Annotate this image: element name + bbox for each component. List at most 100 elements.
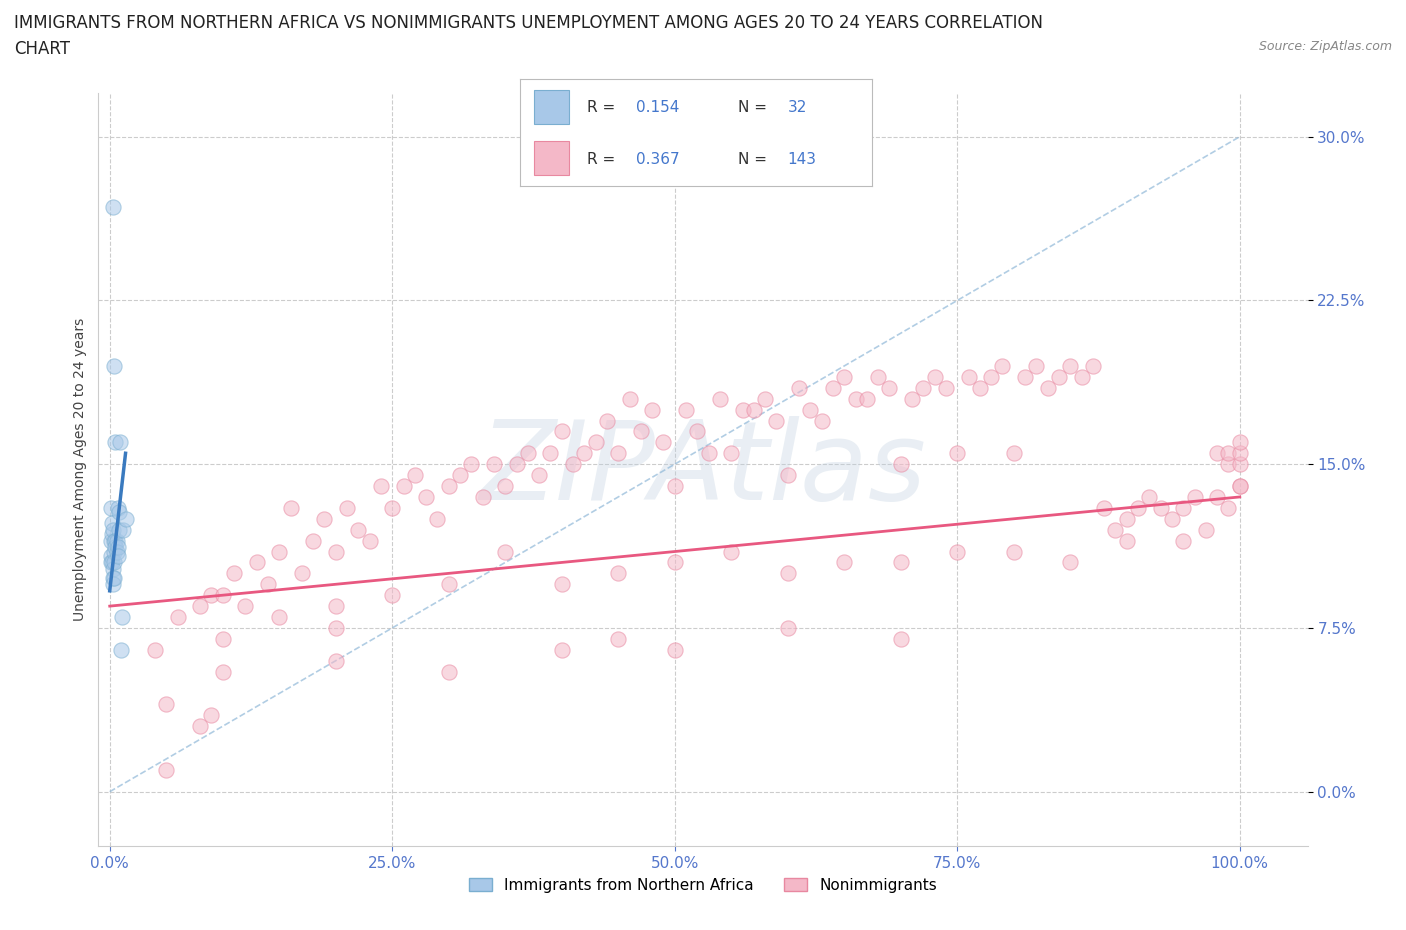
- Point: [103, 570, 125, 585]
- Point: [585, 435, 607, 450]
- Point: [1081, 358, 1104, 373]
- Point: [211, 631, 233, 646]
- Point: [325, 544, 347, 559]
- Point: [1047, 369, 1070, 384]
- Point: [641, 402, 664, 417]
- Point: [415, 489, 437, 504]
- Point: [574, 445, 596, 460]
- Text: 32: 32: [787, 100, 807, 115]
- Point: [111, 609, 134, 624]
- Point: [101, 577, 124, 591]
- Point: [731, 402, 754, 417]
- Point: [832, 369, 855, 384]
- Point: [101, 570, 124, 585]
- Point: [103, 533, 125, 548]
- Point: [1059, 555, 1081, 570]
- Point: [505, 457, 527, 472]
- Point: [652, 435, 675, 450]
- Point: [494, 544, 516, 559]
- Point: [101, 199, 124, 214]
- Point: [1104, 523, 1126, 538]
- Point: [1036, 380, 1059, 395]
- Point: [562, 457, 585, 472]
- Point: [630, 424, 652, 439]
- Point: [551, 577, 574, 591]
- Point: [619, 392, 641, 406]
- Point: [1195, 523, 1218, 538]
- Point: [370, 479, 392, 494]
- Point: [1206, 445, 1229, 460]
- Legend: Immigrants from Northern Africa, Nonimmigrants: Immigrants from Northern Africa, Nonimmi…: [463, 871, 943, 899]
- Point: [664, 555, 686, 570]
- Point: [709, 392, 731, 406]
- Point: [325, 653, 347, 668]
- Point: [551, 424, 574, 439]
- Point: [890, 631, 912, 646]
- Point: [211, 664, 233, 679]
- Point: [291, 566, 314, 581]
- Point: [969, 380, 991, 395]
- Point: [776, 468, 799, 483]
- Y-axis label: Unemployment Among Ages 20 to 24 years: Unemployment Among Ages 20 to 24 years: [73, 318, 87, 621]
- Point: [381, 588, 404, 603]
- Point: [100, 500, 122, 515]
- Point: [280, 500, 302, 515]
- Point: [188, 599, 211, 614]
- Point: [112, 523, 135, 538]
- Point: [460, 457, 482, 472]
- Point: [233, 599, 256, 614]
- Point: [1218, 457, 1240, 472]
- Point: [101, 523, 124, 538]
- Point: [143, 643, 166, 658]
- Point: [1059, 358, 1081, 373]
- Point: [101, 562, 124, 577]
- Point: [664, 479, 686, 494]
- Point: [302, 533, 325, 548]
- Text: IMMIGRANTS FROM NORTHERN AFRICA VS NONIMMIGRANTS UNEMPLOYMENT AMONG AGES 20 TO 2: IMMIGRANTS FROM NORTHERN AFRICA VS NONIM…: [14, 14, 1043, 32]
- Point: [856, 392, 879, 406]
- Point: [810, 413, 832, 428]
- Point: [1173, 500, 1195, 515]
- Point: [957, 369, 980, 384]
- Bar: [534, 141, 569, 175]
- Point: [1014, 369, 1036, 384]
- Text: ZIPAtlas: ZIPAtlas: [479, 416, 927, 524]
- Point: [912, 380, 935, 395]
- Point: [991, 358, 1014, 373]
- Point: [155, 697, 177, 711]
- Point: [449, 468, 471, 483]
- Point: [471, 489, 494, 504]
- Point: [1150, 500, 1173, 515]
- Point: [114, 512, 136, 526]
- Point: [336, 500, 359, 515]
- Point: [200, 708, 222, 723]
- Point: [832, 555, 855, 570]
- Bar: [534, 89, 569, 124]
- Point: [257, 577, 280, 591]
- Point: [381, 500, 404, 515]
- Point: [1002, 544, 1025, 559]
- Point: [607, 566, 630, 581]
- Point: [901, 392, 924, 406]
- Point: [494, 479, 516, 494]
- Point: [1229, 479, 1251, 494]
- Point: [946, 445, 969, 460]
- Point: [103, 544, 125, 559]
- Point: [596, 413, 619, 428]
- Point: [100, 555, 122, 570]
- Point: [404, 468, 426, 483]
- Point: [946, 544, 969, 559]
- Point: [104, 539, 127, 554]
- Point: [890, 555, 912, 570]
- Point: [799, 402, 821, 417]
- Point: [879, 380, 901, 395]
- Point: [527, 468, 550, 483]
- Point: [720, 544, 742, 559]
- Point: [607, 631, 630, 646]
- Point: [100, 533, 122, 548]
- Point: [1025, 358, 1047, 373]
- Point: [845, 392, 868, 406]
- Point: [742, 402, 765, 417]
- Point: [107, 500, 129, 515]
- Point: [924, 369, 946, 384]
